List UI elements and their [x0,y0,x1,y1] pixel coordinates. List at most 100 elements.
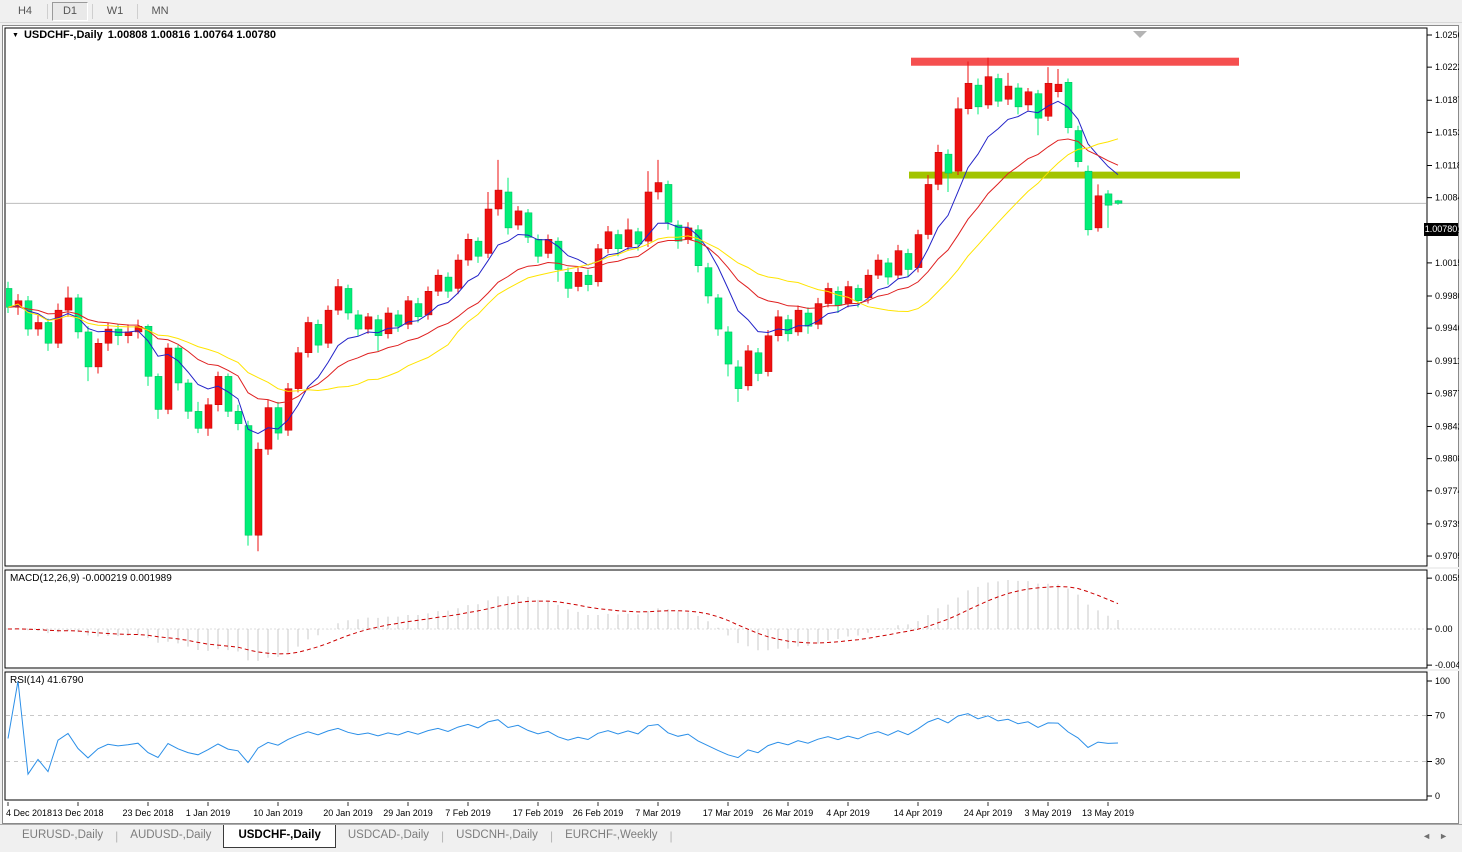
date-tick-label: 7 Feb 2019 [445,808,491,818]
candle [954,97,963,175]
candle [654,159,663,200]
price-tick-label: 0.98770 [1435,388,1459,398]
date-tick-label: 26 Feb 2019 [573,808,624,818]
candle [624,218,633,251]
chart-shift-marker-icon[interactable] [1133,31,1147,38]
date-tick-label: 4 Dec 2018 [6,808,52,818]
scroll-right-icon[interactable]: ► [1439,831,1456,841]
tab-usdcnh-daily[interactable]: USDCNH-,Daily [456,829,538,841]
macd-signal-line [7,585,1119,655]
candle [204,398,213,436]
price-tick-label: 0.99460 [1435,323,1459,333]
toolbar-separator [47,3,48,19]
candle [824,282,833,308]
date-tick-label: 13 May 2019 [1082,808,1134,818]
candle [304,316,313,358]
price-tick-label: 0.98420 [1435,421,1459,431]
candle [714,294,723,336]
macd-panel[interactable] [4,569,1428,669]
ma-medium-line [7,138,1119,404]
candle [644,171,653,247]
candle [444,272,453,298]
candle [1104,190,1113,228]
timeframe-button-h4[interactable]: H4 [17,4,33,17]
date-tick-label: 14 Apr 2019 [894,808,943,818]
candle [674,220,683,249]
main-chart-panel[interactable] [4,27,1428,567]
candle [794,305,803,336]
tab-eurchf-weekly[interactable]: EURCHF-,Weekly [565,829,658,841]
candle [274,401,283,440]
rsi-axis[interactable]: 100 70 30 0 [1427,676,1450,801]
support-level[interactable] [909,171,1240,179]
tab-divider: | [441,829,445,843]
candle [74,294,83,339]
price-axis[interactable]: 1.02560 1.02220 1.01870 1.01530 1.01180 1.008… [1427,30,1459,561]
timeframe-button-d1[interactable]: D1 [52,1,88,21]
candle [474,237,483,263]
candle [344,284,353,320]
time-axis[interactable]: 4 Dec 2018 13 Dec 2018 23 Dec 2018 1 Jan 20… [6,802,1134,818]
tab-usdchf-daily[interactable]: USDCHF-,Daily [223,825,336,848]
candle [184,379,193,419]
date-tick-label: 26 Mar 2019 [763,808,814,818]
date-tick-label: 17 Mar 2019 [703,808,754,818]
candle [384,307,393,339]
toolbar-separator [137,3,138,19]
candle [904,248,913,278]
candle [334,278,343,315]
price-tick-label: 1.00490 [1435,226,1459,236]
rsi-tick-label: 100 [1435,676,1450,686]
candle [464,233,473,266]
scroll-left-icon[interactable]: ◄ [1422,831,1440,841]
candle [804,307,813,334]
candle [764,330,773,377]
date-tick-label: 17 Feb 2019 [513,808,564,818]
candle [754,347,763,382]
candle [54,303,63,348]
candle [154,373,163,419]
resistance-level[interactable] [911,57,1239,66]
date-tick-label: 20 Jan 2019 [323,808,373,818]
rsi-tick-label: 0 [1435,791,1440,801]
timeframe-button-mn[interactable]: MN [151,4,169,17]
candle [1004,72,1013,105]
chart-canvas[interactable]: 1.02560 1.02220 1.01870 1.01530 1.01180 1.008… [3,26,1459,823]
tab-eurusd-daily[interactable]: EURUSD-,Daily [22,829,104,841]
price-tick-label: 0.99800 [1435,291,1459,301]
candle [544,234,553,259]
candle [254,442,263,552]
candle [564,267,573,298]
tab-usdcad-daily[interactable]: USDCAD-,Daily [347,829,430,841]
price-tick-label: 0.97050 [1435,551,1459,561]
candle [424,286,433,320]
candle [784,314,793,342]
candle [584,269,593,292]
macd-histogram [17,579,1119,661]
candle [914,229,923,273]
rsi-tick-label: 30 [1435,757,1445,767]
candle [194,401,203,434]
candle [664,180,673,230]
candle [884,258,893,285]
tab-scroll-arrows[interactable]: ◄► [1422,831,1456,841]
candle [354,310,363,336]
candle [934,144,943,191]
candle [574,267,583,292]
macd-axis[interactable]: 0.00597 0.00 -0.00424 [1427,573,1459,670]
candle [484,191,493,259]
candle [874,254,883,279]
candle [414,297,423,323]
price-tick-label: 1.00150 [1435,258,1459,268]
candle [974,78,983,115]
candle [494,159,503,216]
macd-tick-label: 0.00 [1435,624,1453,634]
candle [554,237,563,282]
candle [144,324,153,386]
candle [604,226,613,254]
timeframe-button-w1[interactable]: W1 [106,4,124,17]
candle [44,318,53,351]
rsi-panel[interactable] [4,671,1428,801]
candle [924,174,933,240]
tab-audusd-daily[interactable]: AUDUSD-,Daily [130,829,212,841]
